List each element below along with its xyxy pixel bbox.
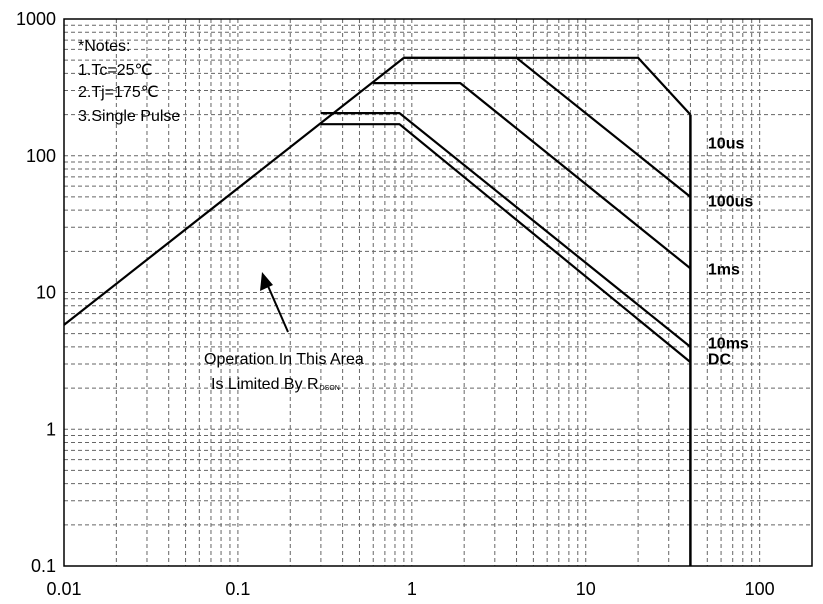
x-tick-label: 100 bbox=[745, 579, 775, 599]
arrow-head-icon bbox=[260, 272, 273, 291]
rdson-annotation: Operation In This Area Is Limited By RDS… bbox=[204, 272, 364, 393]
note-line: 2.Tj=175℃ bbox=[78, 84, 159, 101]
y-tick-label: 0.1 bbox=[31, 556, 56, 576]
y-tick-label: 10 bbox=[36, 283, 56, 303]
series-label-10us: 10us bbox=[708, 135, 745, 152]
rdson-limit-line bbox=[63, 56, 405, 326]
y-tick-label: 100 bbox=[26, 146, 56, 166]
y-tick-label: 1000 bbox=[16, 9, 56, 29]
note-line: 1.Tc=25℃ bbox=[78, 62, 152, 79]
x-tick-label: 0.01 bbox=[46, 579, 81, 599]
grid-lines bbox=[64, 19, 812, 566]
series-label-dc: DC bbox=[708, 351, 732, 368]
series-lines bbox=[63, 56, 692, 566]
annotation-line-2: Is Limited By RDSON bbox=[211, 376, 340, 393]
x-tick-label: 1 bbox=[407, 579, 417, 599]
note-line: 3.Single Pulse bbox=[78, 108, 180, 125]
annotation-line-1: Operation In This Area bbox=[204, 351, 364, 368]
series-line-10ms bbox=[320, 111, 692, 348]
plot-frame bbox=[63, 18, 813, 567]
x-tick-label: 0.1 bbox=[225, 579, 250, 599]
y-tick-label: 1 bbox=[46, 419, 56, 439]
series-label-10ms: 10ms bbox=[708, 336, 749, 353]
series-label-100us: 100us bbox=[708, 194, 753, 211]
annotation-subscript: DSON bbox=[320, 385, 340, 392]
series-line-1ms bbox=[373, 81, 692, 270]
x-tick-label: 10 bbox=[576, 579, 596, 599]
note-line: *Notes: bbox=[78, 38, 130, 55]
annotation-arrow-shaft bbox=[267, 285, 289, 333]
tick-labels: 0.01 0.1 1 10 100 0.1 1 10 100 1000 bbox=[16, 9, 775, 599]
series-label-1ms: 1ms bbox=[708, 261, 740, 278]
series-line-dc bbox=[320, 123, 692, 363]
annotation-line-2-text: Is Limited By R bbox=[211, 376, 319, 393]
series-line-100us bbox=[403, 56, 692, 198]
notes: *Notes: 1.Tc=25℃ 2.Tj=175℃ 3.Single Puls… bbox=[78, 38, 180, 125]
